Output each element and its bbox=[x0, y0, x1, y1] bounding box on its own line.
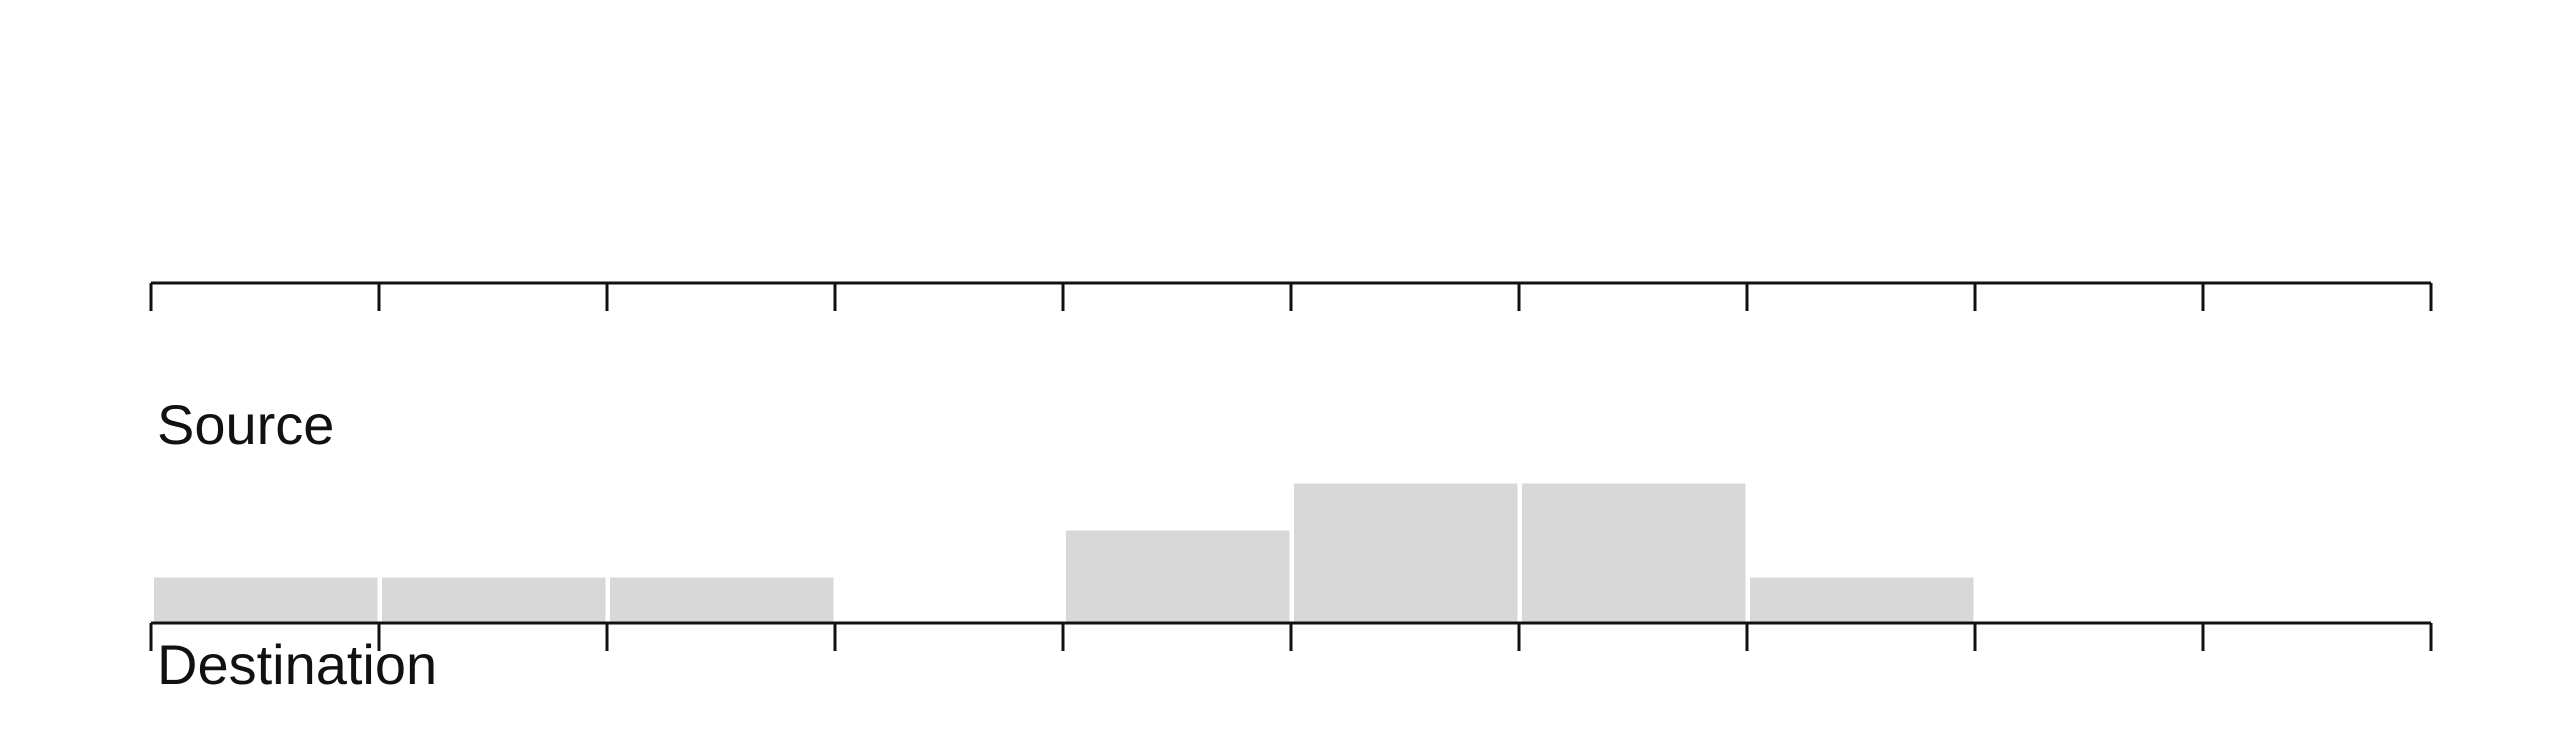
bar-5 bbox=[1291, 480, 1521, 625]
bar-7 bbox=[1747, 574, 1977, 625]
bar-2 bbox=[607, 574, 837, 625]
bar-0 bbox=[151, 574, 381, 625]
source-label: Source bbox=[157, 393, 334, 456]
source-axis bbox=[149, 281, 2433, 311]
bar-1 bbox=[379, 574, 609, 625]
bar-4 bbox=[1063, 527, 1293, 625]
destination-label: Destination bbox=[157, 633, 437, 696]
bars-group bbox=[151, 480, 1977, 625]
destination-axis bbox=[149, 621, 2433, 651]
bar-6 bbox=[1519, 480, 1749, 625]
